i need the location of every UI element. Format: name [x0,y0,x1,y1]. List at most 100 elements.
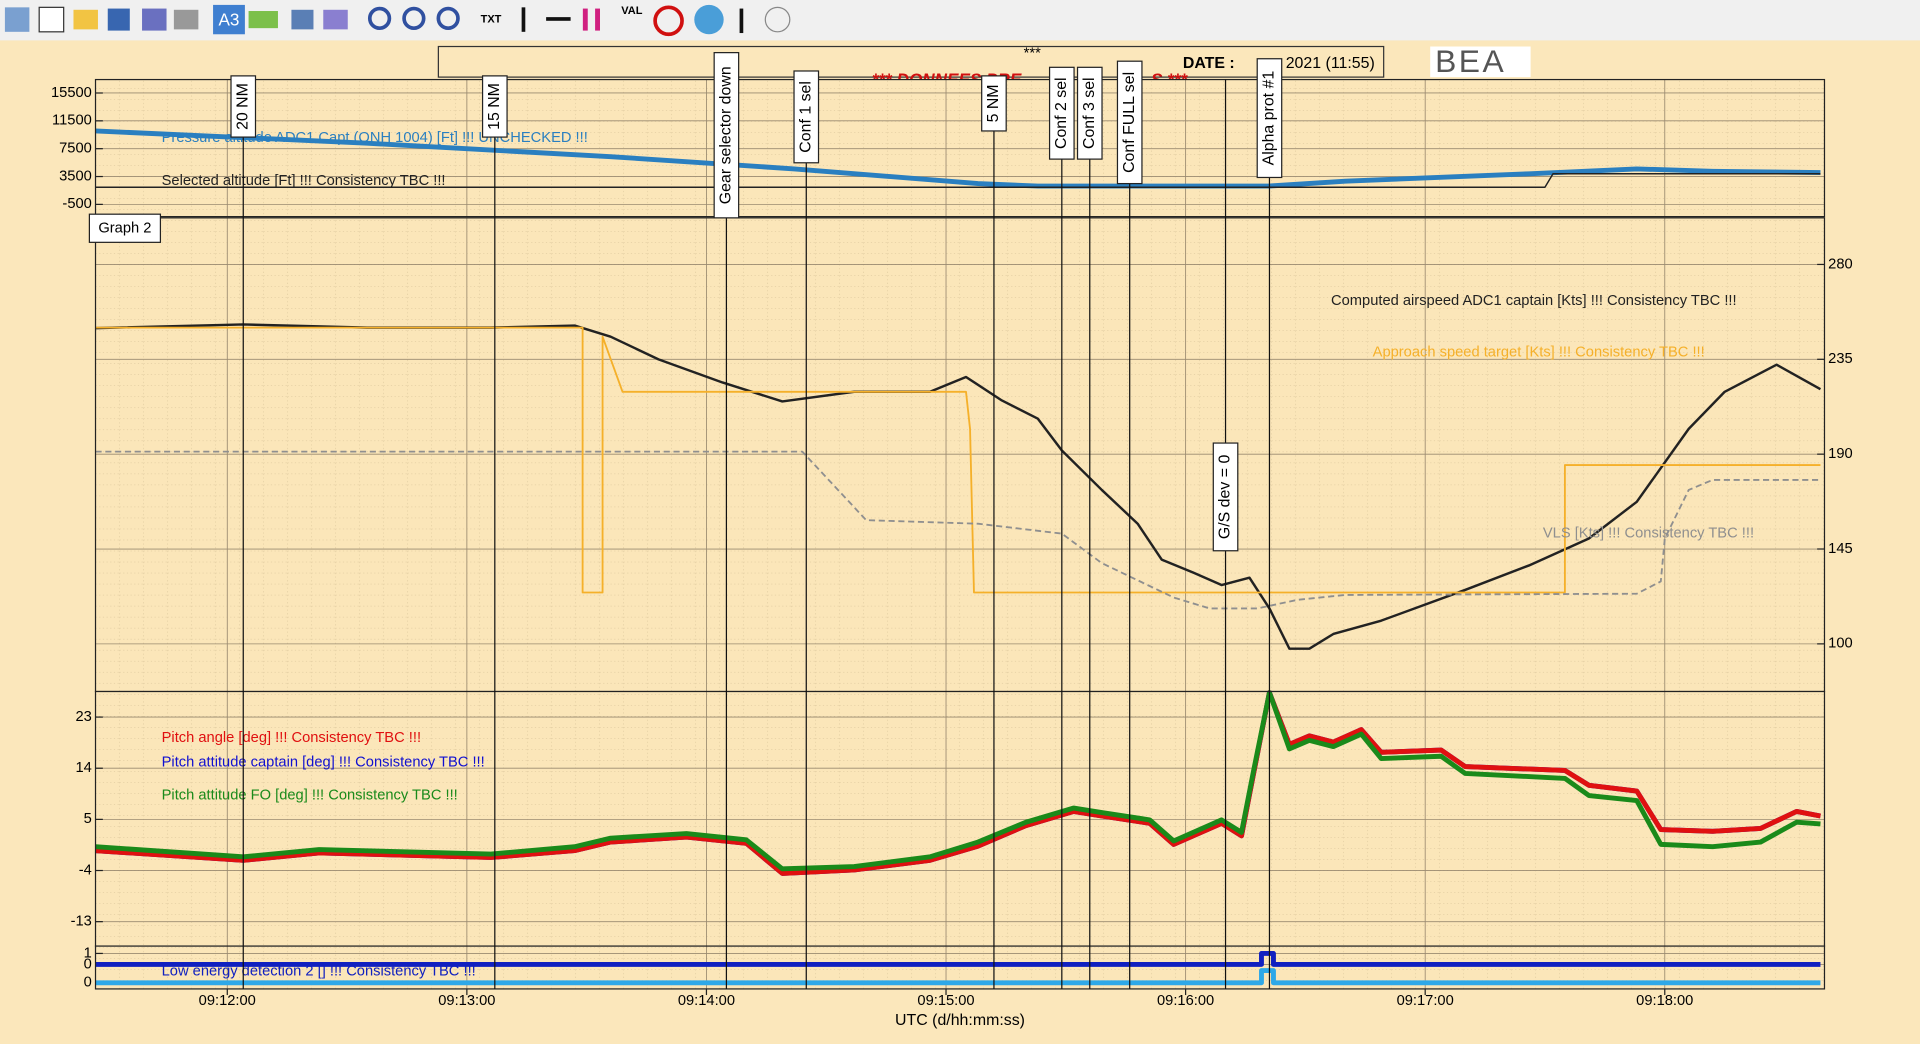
tool-icon[interactable] [595,8,600,31]
x-tick-label: 09:16:00 [1157,993,1214,1009]
series-label: Pitch attitude captain [deg] !!! Consist… [162,754,485,770]
event-label: Conf FULL sel [1121,72,1138,173]
tool-icon[interactable] [367,6,392,30]
tool-icon[interactable] [694,4,724,35]
minor-grid [95,79,1825,217]
tool-label[interactable]: TXT [481,13,502,25]
event-label: Conf 3 sel [1081,77,1098,149]
tool-icon[interactable] [546,17,571,21]
series-label: Pressure altitude ADC1 Capt (QNH 1004) [… [162,130,588,146]
event-box [1076,66,1103,160]
toolbar: A3 TXT VAL [0,0,1920,41]
series-label: Pitch angle [deg] !!! Consistency TBC !!… [162,730,421,746]
y-tick-label: 23 [75,709,91,725]
minor-grid [95,691,1825,947]
event-box [793,70,820,164]
tool-icon[interactable] [739,8,744,34]
y-tick-label: 235 [1828,351,1853,367]
series-line [95,690,1821,872]
series-line [95,173,1821,188]
event-label: 5 NM [985,84,1002,122]
tool-icon[interactable] [436,6,460,30]
tool-icon[interactable] [764,6,791,33]
y-tick-label: -13 [71,914,92,930]
event-box [981,75,1007,132]
x-tick-label: 09:14:00 [678,993,735,1009]
y-tick-label: 1 [84,945,92,961]
event-box [1116,60,1143,185]
tool-icon[interactable] [107,8,130,31]
tool-icon[interactable] [4,7,30,32]
tool-label: A3 [219,9,240,29]
event-label: Conf 1 sel [797,81,814,153]
tool-icon[interactable] [402,6,426,30]
y-tick-label: 3500 [59,168,92,184]
event-box [481,75,508,138]
y-tick-label: 190 [1828,446,1853,462]
event-label: G/S dev = 0 [1217,455,1234,540]
date: 2021 (11:55) [1286,55,1375,72]
tool-icon[interactable] [248,11,278,29]
y-tick-label: 280 [1828,256,1853,272]
logo-box [1430,46,1531,78]
event-label: 15 NM [486,83,503,130]
series-label: Computed airspeed ADC1 captain [Kts] !!!… [1331,293,1737,309]
x-tick-label: 09:17:00 [1397,993,1454,1009]
logo: BEA [1435,43,1506,79]
event-label: Conf 2 sel [1053,77,1070,149]
event-box [1212,442,1239,552]
event-label: 20 NM [234,83,251,130]
y-tick-label: 7500 [59,141,92,157]
tool-icon[interactable] [173,9,199,30]
graph-label-box [88,213,162,243]
series-line [95,950,1821,967]
x-tick-label: 09:13:00 [438,993,495,1009]
event-box [1256,58,1283,179]
y-tick-label: 5 [84,811,92,827]
series-label: Pitch attitude FO [deg] !!! Consistency … [162,787,458,803]
header-box [437,45,1385,78]
plot-frame [94,78,1826,218]
tool-icon[interactable] [323,9,348,30]
series-label: Approach speed target [Kts] !!! Consiste… [1373,344,1705,360]
tool-icon[interactable] [38,6,65,33]
y-tick-label: 14 [75,760,91,776]
tool-label[interactable]: VAL [621,5,642,17]
graph-label: Graph 2 [98,221,151,237]
header: *** DATE : 2021 (11:55) *** DONNEES PRE … [437,43,1531,89]
series-line [95,450,1821,610]
y2-tick-label: 0 [84,975,92,991]
event-label: Alpha prot #1 [1261,71,1278,166]
event-label: Gear selector down [718,66,735,204]
tool-icon[interactable] [521,7,526,32]
y-tick-label: -500 [62,196,91,212]
event-box [1048,66,1075,160]
event-box [230,75,257,138]
series-line [95,326,1821,594]
y-tick-label: 15500 [51,85,92,101]
y-tick-label: -4 [79,862,92,878]
series-label: VLS [Kts] !!! Consistency TBC !!! [1543,526,1754,542]
y-tick-label: 0 [84,956,92,972]
tool-icon[interactable] [73,9,98,30]
y-tick-label: 100 [1828,636,1853,652]
y-tick-label: 11500 [52,113,92,129]
header-stars: *** [1024,46,1041,62]
tool-icon[interactable] [582,8,588,31]
series-line [95,323,1822,650]
x-tick-label: 09:12:00 [199,993,256,1009]
toolbar-bg [0,0,1920,41]
x-axis-label: UTC (d/hh:mm:ss) [895,1012,1025,1029]
tool-icon[interactable] [142,8,167,31]
y-tick-label: 145 [1828,541,1853,557]
tool-button[interactable] [213,4,245,35]
event-box [713,52,740,219]
tool-icon[interactable] [653,5,684,37]
date-label: DATE : [1183,55,1235,72]
plot-frame [94,945,1826,990]
plots: 15500 11500 7500 3500 -500 Pressure altitude … [51,52,1853,1029]
tool-icon[interactable] [291,9,314,30]
series-label: Selected altitude [Ft] !!! Consistency T… [162,173,446,189]
